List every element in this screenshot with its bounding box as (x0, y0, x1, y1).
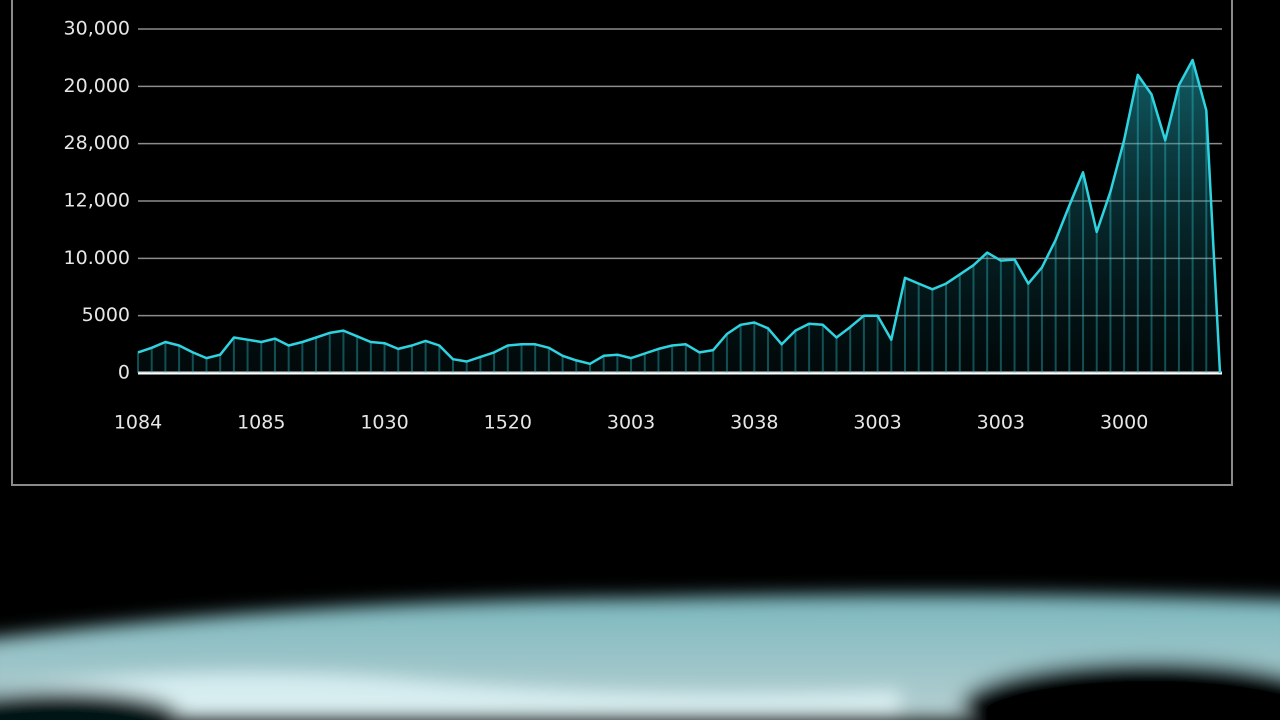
x-tick-label: 3003 (607, 412, 655, 434)
x-tick-label: 1085 (237, 412, 285, 434)
y-tick-label: 20,000 (64, 75, 130, 97)
y-tick-label: 10.000 (64, 247, 130, 269)
x-tick-label: 3003 (853, 412, 901, 434)
y-tick-label: 5000 (82, 304, 130, 326)
y-tick-label: 0 (118, 362, 130, 384)
y-tick-label: 30,000 (64, 18, 130, 40)
y-tick-label: 12,000 (64, 190, 130, 212)
plot: 0 5000 10.000 12,000 28,000 20,000 30,000 1084 1… (64, 18, 1222, 434)
x-tick-label: 3038 (730, 412, 778, 434)
x-tick-label: 3003 (977, 412, 1025, 434)
monitor-frame (11, 0, 1233, 486)
area-fill (138, 60, 1220, 373)
line (137, 58, 1222, 374)
x-tick-label: 1030 (360, 412, 408, 434)
x-tick-label: 3000 (1100, 412, 1148, 434)
keyboard (0, 594, 1280, 720)
y-tick-label: 28,000 (64, 132, 130, 154)
x-tick-label: 1520 (484, 412, 532, 434)
x-tick-label: 1084 (114, 412, 162, 434)
